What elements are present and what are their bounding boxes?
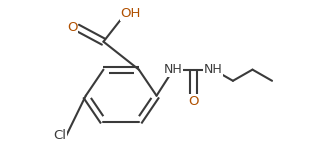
Text: O: O xyxy=(67,21,77,34)
Text: NH: NH xyxy=(204,63,223,76)
Text: O: O xyxy=(189,95,199,108)
Text: OH: OH xyxy=(120,7,141,20)
Text: Cl: Cl xyxy=(53,129,66,142)
Text: NH: NH xyxy=(164,63,183,76)
